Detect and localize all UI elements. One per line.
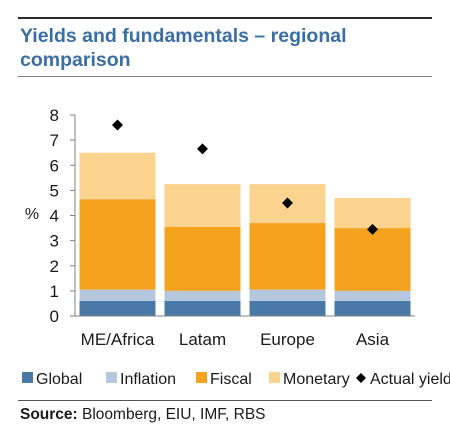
legend-swatch-monetary <box>269 372 280 383</box>
y-tick-label: 6 <box>50 156 59 175</box>
y-tick-label: 7 <box>50 131 59 150</box>
marker-actual-yield-europe <box>282 197 293 209</box>
legend-label: Fiscal <box>210 371 252 388</box>
y-axis: 0 1 2 3 4 5 6 7 8% <box>25 106 76 326</box>
y-tick-label: 0 <box>50 307 59 326</box>
legend-label: Monetary <box>283 371 350 388</box>
bar-global-me-africa <box>79 300 156 316</box>
bar-fiscal-me-africa <box>79 199 156 290</box>
source-text: Bloomberg, EIU, IMF, RBS <box>77 406 266 423</box>
actual-yield-markers <box>112 119 378 235</box>
bar-global-europe <box>249 300 326 316</box>
legend-swatch-inflation <box>106 372 117 383</box>
y-axis-label: % <box>25 206 39 223</box>
y-tick-label: 8 <box>50 106 59 125</box>
source-label: Source: <box>20 406 78 423</box>
bars <box>79 152 411 316</box>
bar-monetary-me-africa <box>79 152 156 200</box>
bar-inflation-me-africa <box>79 289 156 301</box>
bar-fiscal-latam <box>164 226 241 291</box>
source-note: Source: Bloomberg, EIU, IMF, RBS <box>20 406 266 424</box>
legend-swatch-fiscal <box>196 372 207 383</box>
x-tick-label: Asia <box>356 330 390 349</box>
y-tick-label: 4 <box>50 207 59 226</box>
y-tick-label: 5 <box>50 181 59 200</box>
x-tick-label: Latam <box>179 330 226 349</box>
legend-label: Inflation <box>120 371 176 388</box>
x-tick-label: Europe <box>260 330 315 349</box>
stacked-bar-chart: 0 1 2 3 4 5 6 7 8% ME/Africa Latam Europe Asia Glob… <box>22 106 450 388</box>
legend-swatch-global <box>22 372 33 383</box>
x-axis: ME/Africa Latam Europe Asia <box>75 315 415 349</box>
top-rule <box>18 17 432 19</box>
bar-fiscal-asia <box>334 228 411 291</box>
bar-inflation-asia <box>334 290 411 301</box>
title-rule <box>18 76 432 77</box>
marker-actual-yield-me-africa <box>112 119 123 131</box>
bar-inflation-europe <box>249 289 326 301</box>
legend-swatch-actual-yield <box>356 373 366 383</box>
bottom-rule <box>18 400 432 401</box>
bar-global-asia <box>334 300 411 316</box>
bar-inflation-latam <box>164 290 241 301</box>
bar-monetary-latam <box>164 184 241 227</box>
legend-label: Global <box>36 371 82 388</box>
bar-fiscal-europe <box>249 223 326 290</box>
y-tick-label: 2 <box>50 257 59 276</box>
legend: Global Inflation Fiscal Monetary Actual yiel… <box>22 371 450 388</box>
marker-actual-yield-asia <box>367 223 378 235</box>
chart-title: Yields and fundamentals – regional compa… <box>20 25 347 71</box>
marker-actual-yield-latam <box>197 143 208 155</box>
x-tick-label: ME/Africa <box>81 330 155 349</box>
legend-label: Actual yield <box>370 371 450 388</box>
bar-global-latam <box>164 300 241 316</box>
y-tick-label: 1 <box>50 282 59 301</box>
y-tick-label: 3 <box>50 232 59 251</box>
bar-monetary-asia <box>334 197 411 229</box>
